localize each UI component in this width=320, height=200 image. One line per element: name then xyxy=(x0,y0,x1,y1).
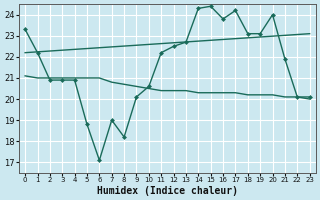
X-axis label: Humidex (Indice chaleur): Humidex (Indice chaleur) xyxy=(97,186,238,196)
